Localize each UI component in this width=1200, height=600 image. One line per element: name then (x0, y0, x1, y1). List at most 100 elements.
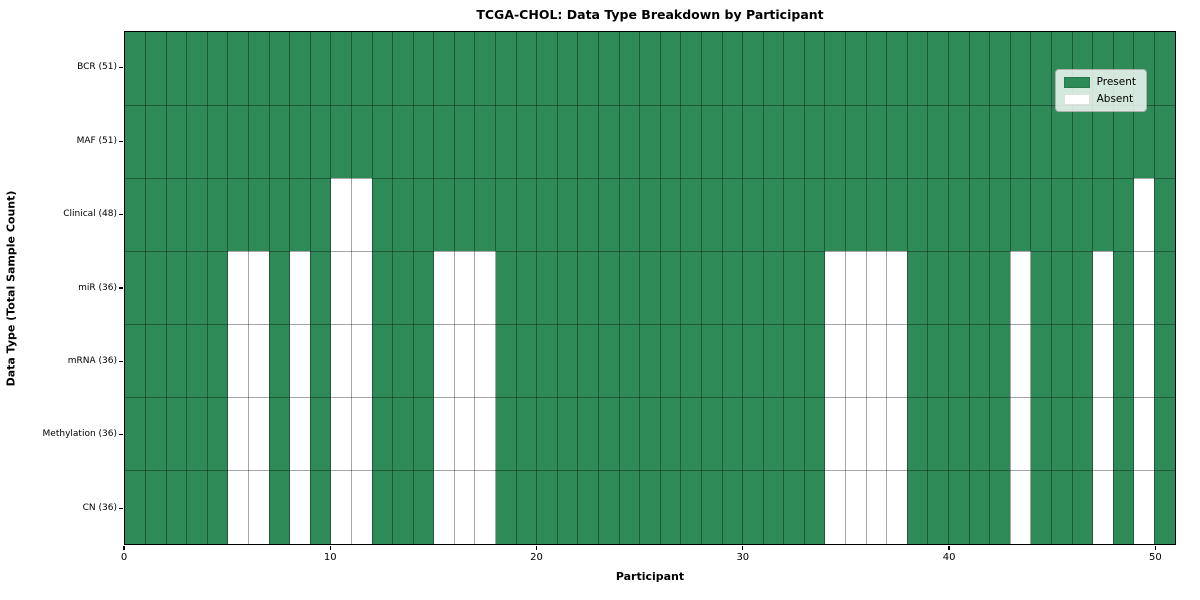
heatmap-cell (598, 324, 620, 398)
heatmap-cell (742, 470, 764, 544)
heatmap-cell (886, 324, 908, 398)
heatmap-cell (989, 324, 1011, 398)
heatmap-cell (516, 397, 537, 471)
heatmap-cell (269, 397, 290, 471)
heatmap-cell (1113, 251, 1134, 325)
heatmap-cell (1072, 324, 1093, 398)
heatmap-cell (948, 178, 970, 252)
heatmap-cell (1072, 105, 1093, 179)
heatmap-cell (475, 324, 496, 398)
heatmap-cell (1133, 251, 1155, 325)
heatmap-cell (804, 32, 825, 106)
heatmap-cell (372, 32, 393, 106)
gridline-vertical (453, 32, 455, 544)
heatmap-cell (1072, 251, 1093, 325)
gridline-horizontal (125, 104, 1175, 106)
heatmap-cell (289, 397, 311, 471)
heatmap-cell (248, 397, 270, 471)
gridline-vertical (1092, 32, 1094, 544)
heatmap-cell (536, 470, 558, 544)
heatmap-cell (577, 324, 599, 398)
heatmap-cell (886, 251, 908, 325)
heatmap-cell (166, 251, 187, 325)
gridline-vertical (1153, 32, 1155, 544)
gridline-vertical (803, 32, 805, 544)
heatmap-cell (207, 251, 228, 325)
heatmap-cell (948, 251, 970, 325)
heatmap-cell (1133, 397, 1155, 471)
heatmap-cell (907, 397, 928, 471)
gridline-vertical (165, 32, 167, 544)
heatmap-cell (680, 105, 702, 179)
heatmap-cell (330, 470, 352, 544)
legend-item-absent: Absent (1063, 93, 1136, 105)
heatmap-cell (557, 397, 578, 471)
heatmap-cell (289, 178, 311, 252)
heatmap-cell (722, 178, 743, 252)
heatmap-cell (330, 397, 352, 471)
heatmap-cell (495, 397, 517, 471)
heatmap-cell (330, 105, 352, 179)
heatmap-cell (1154, 470, 1175, 544)
heatmap-cell (516, 251, 537, 325)
gridline-vertical (577, 32, 579, 544)
heatmap-cell (969, 251, 990, 325)
heatmap-cell (763, 178, 784, 252)
heatmap-cell (1154, 178, 1175, 252)
heatmap-cell (351, 324, 373, 398)
heatmap-cell (577, 105, 599, 179)
heatmap-cell (577, 251, 599, 325)
y-tick-mark (119, 360, 123, 363)
heatmap-cell (1092, 178, 1114, 252)
heatmap-cell (1133, 470, 1155, 544)
heatmap-cell (227, 178, 249, 252)
heatmap-cell (1030, 178, 1052, 252)
heatmap-cell (330, 251, 352, 325)
heatmap-cell (1030, 251, 1052, 325)
heatmap-cell (660, 324, 681, 398)
heatmap-cell (825, 178, 846, 252)
heatmap-cell (948, 470, 970, 544)
heatmap-cell (1113, 470, 1134, 544)
heatmap-cell (392, 178, 414, 252)
gridline-vertical (659, 32, 661, 544)
heatmap-cell (310, 178, 331, 252)
heatmap-cell (392, 470, 414, 544)
heatmap-cell (454, 251, 475, 325)
heatmap-cell (1113, 105, 1134, 179)
plot-area: Present Absent (124, 31, 1176, 545)
gridline-vertical (145, 32, 147, 544)
heatmap-cell (742, 251, 764, 325)
heatmap-cell (516, 32, 537, 106)
x-tick-label: 0 (120, 552, 128, 563)
heatmap-cell (825, 470, 846, 544)
heatmap-cell (680, 251, 702, 325)
heatmap-cell (619, 324, 640, 398)
heatmap-cell (927, 470, 949, 544)
heatmap-cell (577, 32, 599, 106)
heatmap-cell (227, 105, 249, 179)
heatmap-cell (516, 178, 537, 252)
gridline-vertical (515, 32, 517, 544)
heatmap-cell (866, 470, 887, 544)
heatmap-cell (454, 178, 475, 252)
heatmap-cell (1010, 105, 1031, 179)
y-tick-mark (119, 67, 123, 69)
heatmap-cell (886, 470, 908, 544)
heatmap-cell (763, 32, 784, 106)
gridline-vertical (536, 32, 538, 544)
heatmap-cell (825, 251, 846, 325)
heatmap-cell (330, 324, 352, 398)
heatmap-cell (413, 324, 434, 398)
heatmap-cell (413, 470, 434, 544)
heatmap-cell (804, 178, 825, 252)
heatmap-cell (845, 397, 867, 471)
heatmap-cell (475, 397, 496, 471)
heatmap-cell (680, 324, 702, 398)
heatmap-cell (289, 470, 311, 544)
gridline-vertical (865, 32, 867, 544)
gridline-vertical (1030, 32, 1032, 544)
heatmap-cell (351, 32, 373, 106)
heatmap-cell (536, 178, 558, 252)
gridline-horizontal (125, 250, 1175, 252)
